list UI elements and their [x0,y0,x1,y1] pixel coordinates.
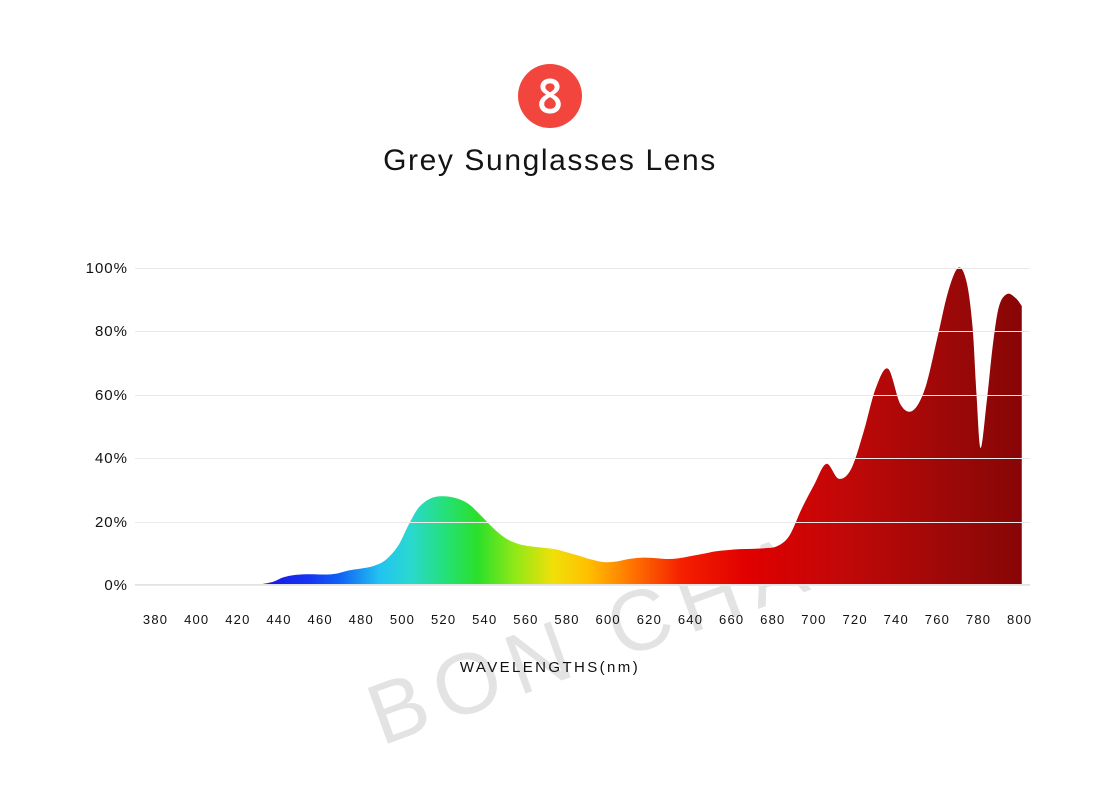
spectral-transmission-chart-page: Grey Sunglasses Lens PERCENTAGE OF LIGHT… [0,64,1100,764]
page-title: Grey Sunglasses Lens [383,144,717,177]
plot-area: BON CHARGE [135,252,1035,764]
x-tick-label: 680 [760,612,786,627]
x-tick-label: 460 [307,612,333,627]
x-tick-label: 780 [965,612,992,627]
brand-logo [0,64,1100,128]
x-tick-label: 720 [842,612,868,627]
x-tick-label: 760 [924,612,951,627]
x-tick-label: 400 [184,612,210,627]
gridline [135,394,1030,396]
y-tick-label: 0% [104,577,128,594]
x-tick-label: 800 [1007,612,1033,627]
y-axis-tick-labels: 0% 20% 40% 60% 80% 100% [78,240,128,597]
x-axis-title: WAVELENGTHS(nm) [459,659,641,676]
x-tick-label: 500 [389,612,416,627]
x-tick-label: 700 [801,612,827,627]
y-tick-label: 60% [94,386,128,404]
y-tick-label: 100% [85,259,128,277]
gridline [135,267,1030,269]
x-tick-label: 600 [595,612,621,627]
transmission-area [135,267,1022,585]
y-tick-label: 40% [94,450,128,468]
knot-glyph-icon [539,78,561,114]
x-tick-label: 420 [225,612,251,627]
x-tick-label: 580 [554,612,580,627]
gridline [135,458,1030,460]
x-tick-label: 740 [883,612,909,627]
gridline [135,521,1030,523]
x-tick-label: 540 [472,612,498,627]
gridline [135,585,1030,586]
y-tick-label: 80% [94,323,128,341]
x-tick-label: 640 [677,612,704,627]
x-tick-label: 660 [719,612,745,627]
boncharge-knot-logo-icon [518,64,582,128]
y-tick-label: 20% [94,513,128,531]
gridline [135,331,1030,333]
x-tick-label: 480 [348,612,374,627]
spectrum-area-plot [135,267,1022,585]
x-tick-label: 440 [266,612,292,627]
x-tick-label: 520 [430,612,457,627]
x-axis-tick-labels: 380 400 420 440 460 480 500 520 540 560 580 600 620 6… [135,612,1033,634]
x-tick-label: 620 [636,612,663,627]
x-tick-label: 560 [513,612,539,627]
x-axis-baseline [135,584,1030,585]
x-tick-label: 380 [142,612,169,627]
